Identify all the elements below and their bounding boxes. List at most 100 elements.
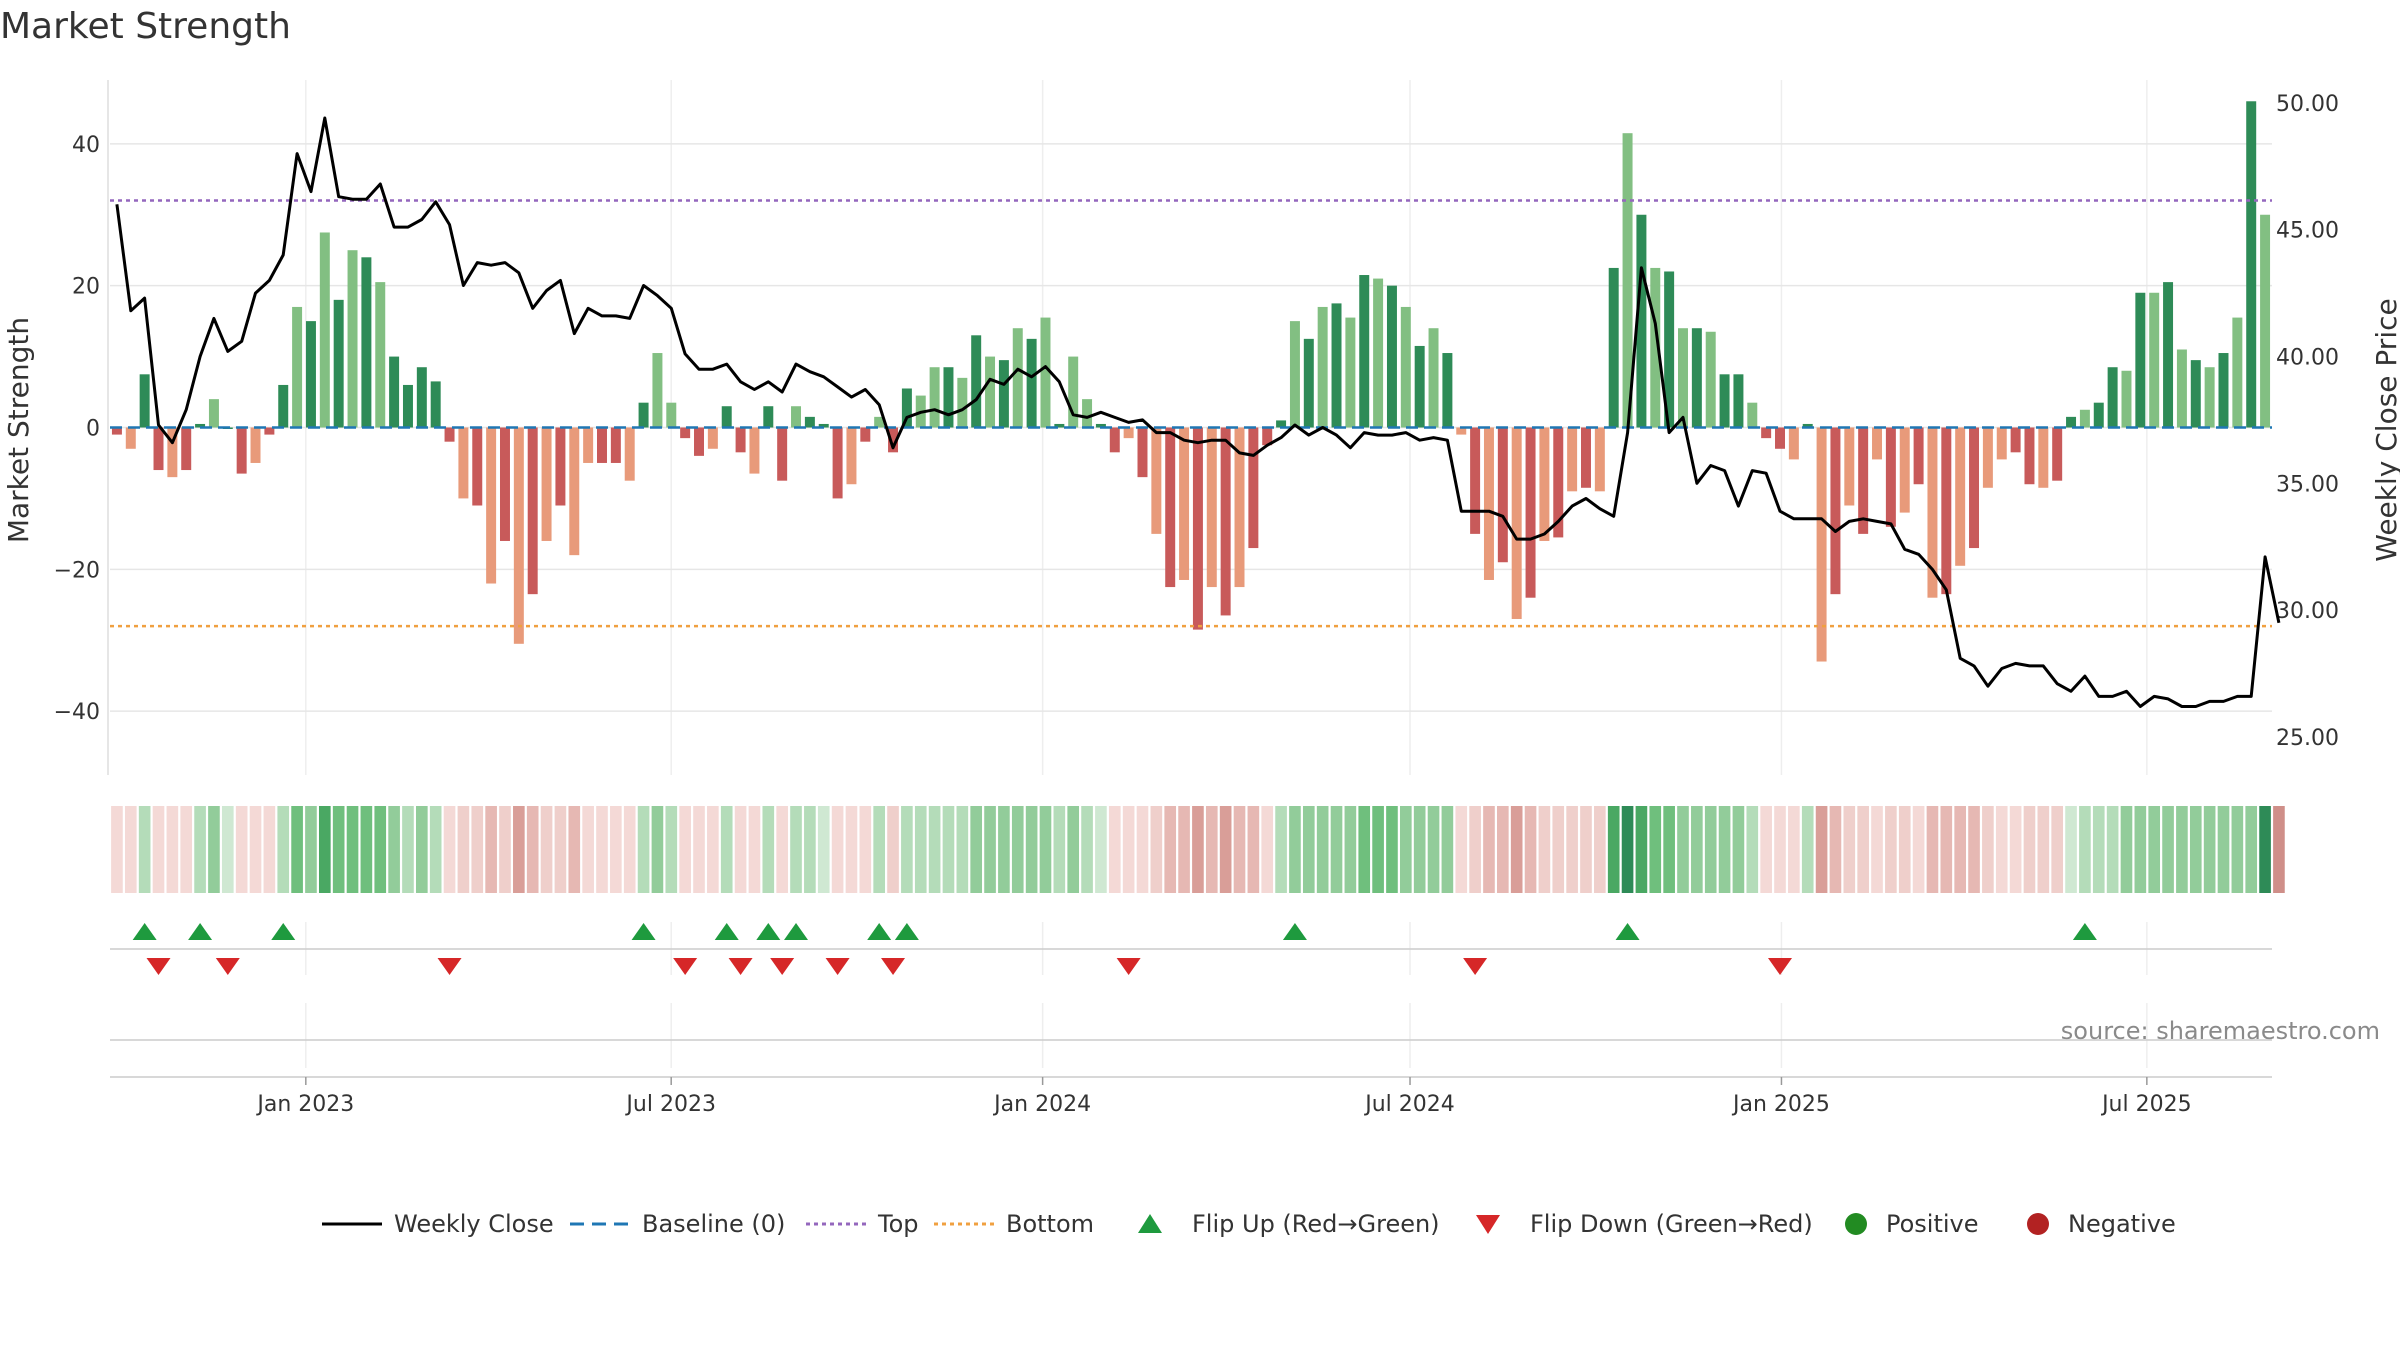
heat-cell <box>914 806 927 893</box>
heat-cell <box>2259 806 2271 893</box>
legend-label: Baseline (0) <box>642 1210 785 1238</box>
heat-cell <box>1219 806 1232 893</box>
heat-cell <box>1344 806 1357 893</box>
heat-cell <box>1469 806 1481 893</box>
legend-swatch-flip-up <box>1138 1214 1162 1233</box>
heat-cell <box>1760 806 1772 893</box>
heat-cell <box>1122 806 1135 893</box>
heat-cell <box>1995 806 2008 893</box>
strength-bar <box>1151 427 1162 534</box>
strength-bar <box>499 427 510 541</box>
strength-bar <box>389 356 400 428</box>
heat-cell <box>360 806 373 893</box>
heat-cell <box>582 806 594 893</box>
heat-cell <box>1081 806 1093 893</box>
strength-bar <box>1691 328 1702 428</box>
heat-cell <box>679 806 691 893</box>
strength-bar <box>888 427 899 453</box>
heat-cell <box>2106 806 2119 893</box>
heat-cell <box>1829 806 1842 893</box>
heat-cell <box>1801 806 1814 893</box>
strength-bar <box>597 427 607 463</box>
strength-bar <box>319 232 330 428</box>
flip-down-marker <box>825 958 850 975</box>
heat-cell <box>1968 806 1980 893</box>
heat-cell <box>2162 806 2174 893</box>
strength-bar <box>1483 427 1494 580</box>
strength-bar <box>1969 427 1980 549</box>
strength-bar <box>1580 427 1591 488</box>
strength-bar <box>846 427 857 485</box>
strength-bar <box>1012 328 1023 428</box>
heat-cell <box>693 806 705 893</box>
strength-bar <box>804 416 815 428</box>
strength-bar <box>1206 427 1217 588</box>
strength-bar <box>1248 427 1259 549</box>
heat-cell <box>1192 806 1204 893</box>
chart-title: Market Strength <box>0 6 291 47</box>
strength-bar <box>707 427 718 449</box>
heat-cell <box>332 806 345 893</box>
heat-cell <box>1261 806 1274 893</box>
flip-down-marker <box>1116 958 1141 975</box>
heat-cell <box>1552 806 1565 893</box>
strength-bar <box>1788 427 1799 460</box>
strength-bar <box>1289 321 1300 428</box>
flip-up-marker <box>784 923 809 940</box>
strength-bar <box>1109 427 1120 453</box>
heat-cell <box>540 806 553 893</box>
strength-bar <box>1040 317 1051 428</box>
strength-bar <box>1830 427 1841 595</box>
heat-cell <box>790 806 802 893</box>
heat-cell <box>402 806 414 893</box>
heat-cell <box>1704 806 1717 893</box>
strength-bar <box>292 306 303 428</box>
heat-cell <box>1594 806 1606 893</box>
heat-cell <box>1885 806 1897 893</box>
strength-bar <box>472 427 483 506</box>
heat-cell <box>720 806 733 893</box>
heat-cell <box>416 806 428 893</box>
legend-label: Flip Up (Red→Green) <box>1192 1210 1440 1238</box>
heat-cell <box>249 806 262 893</box>
strength-bar <box>1913 427 1924 485</box>
heat-cell <box>305 806 317 893</box>
heat-cell <box>1372 806 1384 893</box>
flip-down-marker <box>215 958 240 975</box>
strength-bar <box>2010 427 2021 453</box>
strength-bar <box>1539 427 1550 541</box>
strength-bar <box>1054 423 1065 428</box>
heat-cell <box>1205 806 1218 893</box>
heat-cell <box>1136 806 1149 893</box>
strength-bar <box>333 299 344 428</box>
x-tick-label: Jul 2025 <box>2100 1092 2192 1117</box>
heat-cell <box>1025 806 1038 893</box>
heat-cell <box>291 806 303 893</box>
strength-bar <box>901 388 912 428</box>
strength-bar <box>1719 374 1730 428</box>
strength-bar <box>1872 427 1883 460</box>
heat-cell <box>138 806 151 893</box>
heat-cell <box>901 806 913 893</box>
flip-up-marker <box>894 923 919 940</box>
strength-bar <box>791 406 802 428</box>
heat-cell <box>208 806 220 893</box>
strength-bar <box>1359 275 1370 428</box>
strength-bar <box>1220 427 1231 616</box>
heat-cell <box>318 806 331 893</box>
strength-bar <box>1068 356 1079 428</box>
heat-cell <box>1497 806 1509 893</box>
strength-bar <box>1996 427 2007 460</box>
flip-down-marker <box>881 958 906 975</box>
heat-cell <box>1926 806 1939 893</box>
heat-cell <box>1663 806 1675 893</box>
strength-bar <box>971 335 982 428</box>
heat-cell <box>1774 806 1786 893</box>
strength-bar <box>1470 427 1481 534</box>
strength-bar <box>195 423 206 428</box>
legend-label: Negative <box>2068 1210 2176 1238</box>
y-tick-label: 40 <box>72 133 100 158</box>
heat-cell <box>1316 806 1329 893</box>
heat-cell <box>1302 806 1315 893</box>
strength-bar <box>2079 409 2090 428</box>
